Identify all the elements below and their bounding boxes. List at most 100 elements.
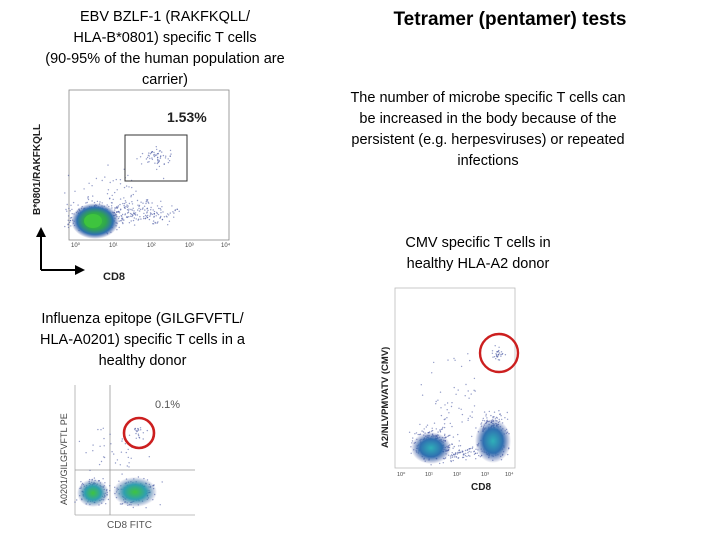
event-dot — [125, 185, 128, 187]
event-dot — [128, 434, 131, 436]
arrow-head-icon — [75, 265, 85, 275]
event-dot — [137, 434, 140, 437]
event-dot — [127, 211, 130, 214]
event-dot — [100, 460, 103, 463]
flu-population-right — [113, 477, 157, 507]
event-dot — [146, 216, 149, 219]
event-dot — [103, 437, 105, 440]
cmv-caption-line: CMV specific T cells in — [405, 235, 551, 251]
event-dot — [465, 452, 467, 455]
event-dot — [145, 202, 147, 205]
explanation-line: be increased in the body because of the — [359, 111, 617, 127]
event-dot — [458, 440, 460, 442]
event-dot — [132, 506, 134, 509]
event-dot — [143, 217, 145, 220]
event-dot — [437, 399, 439, 401]
event-dot — [475, 458, 477, 460]
event-dot — [112, 180, 114, 182]
event-dot — [134, 214, 137, 216]
event-dot — [67, 226, 70, 229]
event-dot — [159, 157, 162, 159]
event-dot — [162, 154, 165, 157]
event-dot — [449, 434, 451, 436]
event-dot — [458, 449, 460, 452]
event-dot — [147, 161, 149, 163]
event-dot — [122, 202, 124, 205]
event-dot — [450, 460, 452, 462]
event-dot — [435, 428, 437, 430]
event-dot — [467, 419, 469, 421]
event-dot — [123, 202, 126, 205]
event-dot — [148, 152, 150, 154]
ebv-tick-label: 10¹ — [109, 243, 118, 249]
event-dot — [464, 455, 467, 457]
event-dot — [446, 409, 448, 411]
event-dot — [490, 414, 492, 417]
event-dot — [451, 443, 453, 445]
event-dot — [77, 204, 79, 206]
event-dot — [83, 188, 85, 190]
event-dot — [132, 219, 135, 222]
event-dot — [450, 405, 453, 408]
event-dot — [153, 210, 156, 213]
event-dot — [147, 201, 149, 203]
ebv-tick-label: 10⁰ — [71, 242, 81, 249]
event-dot — [130, 215, 132, 217]
event-dot — [499, 413, 501, 415]
event-dot — [154, 162, 156, 164]
event-dot — [451, 402, 453, 404]
event-dot — [498, 418, 500, 421]
event-dot — [440, 414, 443, 417]
event-dot — [169, 212, 171, 214]
event-dot — [92, 444, 94, 446]
event-dot — [123, 204, 125, 207]
event-dot — [133, 217, 135, 219]
event-dot — [157, 213, 160, 216]
event-dot — [116, 207, 119, 209]
event-dot — [498, 359, 501, 361]
event-dot — [139, 216, 141, 218]
event-dot — [144, 218, 146, 220]
event-dot — [159, 217, 161, 219]
event-dot — [146, 200, 148, 202]
event-dot — [132, 207, 134, 209]
event-dot — [417, 433, 419, 436]
event-dot — [439, 429, 441, 431]
ebv-tick-label: 10⁴ — [221, 242, 231, 249]
event-dot — [457, 457, 459, 459]
event-dot — [118, 216, 120, 218]
event-dot — [69, 220, 72, 222]
event-dot — [497, 353, 500, 355]
event-dot — [451, 425, 453, 428]
event-dot — [116, 189, 118, 191]
event-dot — [168, 214, 170, 216]
event-dot — [121, 438, 124, 440]
event-dot — [454, 359, 456, 361]
event-dot — [466, 455, 468, 458]
event-dot — [127, 205, 129, 207]
event-dot — [121, 473, 123, 475]
event-dot — [464, 449, 467, 452]
event-dot — [474, 452, 477, 455]
event-dot — [455, 456, 457, 458]
event-dot — [151, 213, 154, 216]
event-dot — [128, 462, 130, 464]
event-dot — [127, 456, 129, 459]
event-dot — [67, 174, 70, 177]
event-dot — [467, 452, 469, 454]
event-dot — [138, 207, 140, 210]
event-dot — [173, 216, 175, 218]
event-dot — [140, 218, 142, 220]
event-dot — [474, 390, 476, 392]
cmv-y-label: A2/NLVPMVATV (CMV) — [380, 347, 391, 448]
event-dot — [132, 214, 134, 217]
event-dot — [498, 352, 501, 354]
event-dot — [142, 432, 144, 434]
event-dot — [142, 438, 144, 440]
event-dot — [126, 204, 128, 206]
event-dot — [107, 189, 110, 191]
event-dot — [452, 459, 454, 462]
event-dot — [157, 161, 159, 163]
event-dot — [461, 456, 464, 459]
event-dot — [439, 431, 442, 433]
